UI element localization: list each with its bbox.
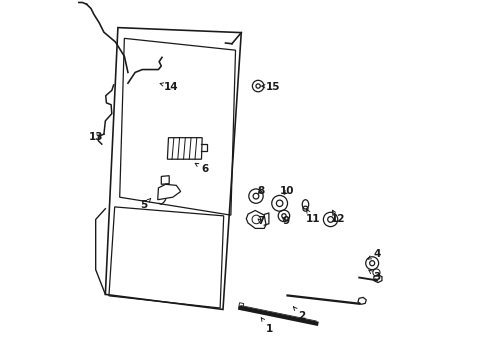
Bar <box>238 303 243 310</box>
Text: 15: 15 <box>261 82 280 92</box>
Text: 1: 1 <box>261 318 273 334</box>
Text: 7: 7 <box>256 216 264 226</box>
Text: 3: 3 <box>368 270 380 282</box>
Text: 10: 10 <box>280 186 294 196</box>
Text: 13: 13 <box>88 132 102 142</box>
Text: 14: 14 <box>160 82 178 92</box>
Text: 8: 8 <box>257 186 264 196</box>
Text: 9: 9 <box>282 216 289 226</box>
Text: 4: 4 <box>367 248 380 259</box>
Text: 6: 6 <box>195 163 208 174</box>
Text: 12: 12 <box>330 210 344 224</box>
Text: 11: 11 <box>305 209 319 224</box>
Text: 2: 2 <box>293 307 305 321</box>
Text: 5: 5 <box>140 198 150 210</box>
